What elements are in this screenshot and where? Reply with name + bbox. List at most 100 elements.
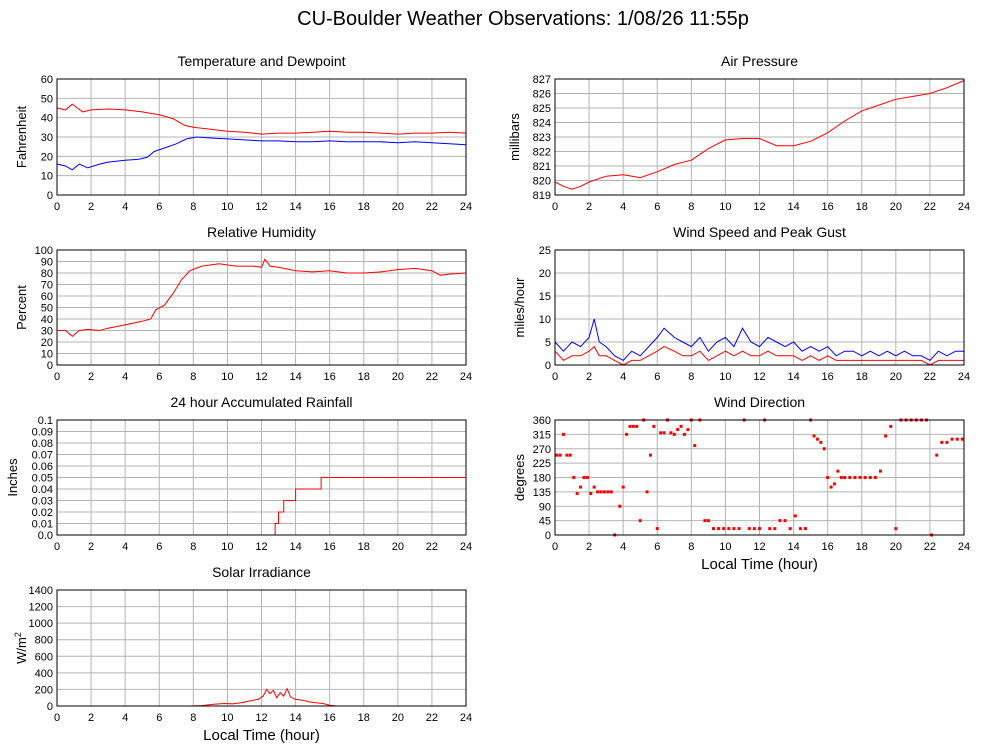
temp-x-tick-label: 10 <box>221 201 233 213</box>
solar-y-tick-label: 200 <box>35 684 53 696</box>
solar-y-tick-label: 1400 <box>29 585 53 597</box>
winddir-point <box>788 527 792 531</box>
humidity-x-tick-label: 20 <box>392 371 404 383</box>
winddir-x-tick-label: 12 <box>753 541 765 553</box>
pressure-x-tick-label: 10 <box>719 201 731 213</box>
winddir-point <box>558 453 562 457</box>
winddir-point <box>832 482 836 486</box>
winddir-point <box>683 432 687 436</box>
winddir-point <box>711 527 715 531</box>
pressure-x-tick-label: 16 <box>822 201 834 213</box>
humidity-y-axis-label: Percent <box>14 285 29 330</box>
wind-frame <box>554 249 965 366</box>
wind-y-tick-label: 5 <box>545 337 551 349</box>
winddir-x-tick-label: 8 <box>688 541 694 553</box>
winddir-point <box>839 476 843 479</box>
winddir-point <box>884 434 888 438</box>
winddir-x-tick-label: 20 <box>890 541 902 553</box>
wind-y-tick-label: 0 <box>545 360 551 372</box>
humidity-x-tick-label: 0 <box>54 371 60 383</box>
humidity-x-tick-label: 2 <box>88 371 94 383</box>
rain-x-tick-label: 8 <box>190 541 196 553</box>
pressure-y-tick-label: 826 <box>533 89 551 101</box>
wind-x-tick-label: 4 <box>620 371 626 383</box>
temp-title: Temperature and Dewpoint <box>177 53 345 69</box>
winddir-y-tick-label: 360 <box>533 415 551 427</box>
humidity-y-tick-label: 10 <box>41 349 53 361</box>
wind-x-tick-label: 24 <box>958 371 970 383</box>
winddir-point <box>659 431 663 435</box>
winddir-point <box>582 476 586 479</box>
winddir-y-tick-label: 180 <box>533 473 551 485</box>
humidity-x-tick-label: 10 <box>221 371 233 383</box>
winddir-point <box>635 424 639 428</box>
winddir-point <box>727 527 731 531</box>
temp-x-tick-label: 2 <box>88 201 94 213</box>
humidity-x-tick-label: 12 <box>255 371 267 383</box>
winddir-point <box>889 424 893 428</box>
winddir-point <box>589 491 593 495</box>
solar-y-tick-label: 1000 <box>29 618 53 630</box>
rain-x-tick-label: 22 <box>426 541 438 553</box>
winddir-point <box>599 490 603 494</box>
winddir-point <box>693 444 697 448</box>
winddir-y-tick-label: 315 <box>533 429 551 441</box>
winddir-point <box>676 428 680 432</box>
solar-y-tick-label: 800 <box>35 635 53 647</box>
winddir-point <box>826 476 830 479</box>
pressure-x-tick-label: 0 <box>552 201 558 213</box>
temp-frame <box>56 78 467 196</box>
temp-y-tick-label: 50 <box>41 93 53 105</box>
winddir-x-tick-label: 14 <box>787 541 799 553</box>
winddir-point <box>768 527 772 531</box>
wind-x-tick-label: 18 <box>856 371 868 383</box>
rain-y-axis-label: Inches <box>5 458 20 497</box>
winddir-y-tick-label: 135 <box>533 487 551 499</box>
pressure-x-tick-label: 14 <box>787 201 799 213</box>
winddir-point <box>638 519 642 523</box>
winddir-point <box>798 527 802 531</box>
pressure-frame <box>554 78 965 196</box>
winddir-point <box>717 527 721 531</box>
temp-x-tick-label: 6 <box>156 201 162 213</box>
winddir-point <box>568 453 572 457</box>
humidity-y-tick-label: 100 <box>35 245 53 257</box>
humidity-title: Relative Humidity <box>207 224 316 240</box>
winddir-point <box>686 428 690 432</box>
humidity-x-tick-label: 22 <box>426 371 438 383</box>
rain-y-tick-label: 0.01 <box>32 519 53 531</box>
pressure-x-tick-label: 18 <box>856 201 868 213</box>
humidity-y-tick-label: 50 <box>41 303 53 315</box>
winddir-point <box>940 440 944 444</box>
solar-x-tick-label: 14 <box>289 712 301 724</box>
winddir-point <box>672 432 676 436</box>
pressure-y-tick-label: 827 <box>533 74 551 86</box>
winddir-y-tick-label: 90 <box>539 501 551 513</box>
pressure-x-tick-label: 12 <box>753 201 765 213</box>
winddir-point <box>652 424 656 428</box>
winddir-point <box>819 440 823 444</box>
rain-x-tick-label: 0 <box>54 541 60 553</box>
humidity-x-tick-label: 16 <box>324 371 336 383</box>
wind-x-tick-label: 22 <box>924 371 936 383</box>
solar-x-tick-label: 12 <box>255 712 267 724</box>
temp-x-tick-label: 0 <box>54 201 60 213</box>
solar-y-tick-label: 600 <box>35 651 53 663</box>
winddir-point <box>737 527 741 531</box>
rain-y-tick-label: 0.04 <box>32 484 53 496</box>
wind-y-tick-label: 20 <box>539 268 551 280</box>
humidity-x-tick-label: 14 <box>289 371 301 383</box>
solar-x-tick-label: 8 <box>190 712 196 724</box>
rain-y-tick-label: 0.08 <box>32 438 53 450</box>
wind-x-tick-label: 6 <box>654 371 660 383</box>
solar-x-axis-label: Local Time (hour) <box>203 727 320 744</box>
winddir-point <box>679 424 683 428</box>
winddir-point <box>562 432 566 436</box>
winddir-x-tick-label: 22 <box>924 541 936 553</box>
winddir-point <box>758 527 761 531</box>
pressure-x-tick-label: 24 <box>958 201 970 213</box>
temp-series-line <box>56 103 467 135</box>
winddir-point <box>783 519 787 523</box>
rain-y-tick-label: 0.06 <box>32 461 53 473</box>
solar-x-tick-label: 18 <box>358 712 370 724</box>
